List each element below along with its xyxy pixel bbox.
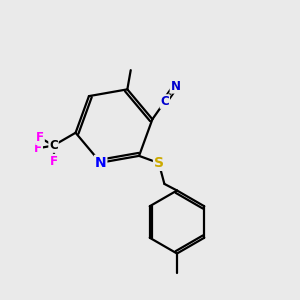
Text: C: C (160, 95, 169, 108)
Text: F: F (34, 142, 42, 155)
Text: F: F (50, 154, 58, 168)
Text: N: N (95, 156, 106, 170)
Text: F: F (36, 131, 44, 144)
Text: C: C (49, 139, 58, 152)
Text: S: S (154, 156, 164, 170)
Text: N: N (170, 80, 181, 93)
